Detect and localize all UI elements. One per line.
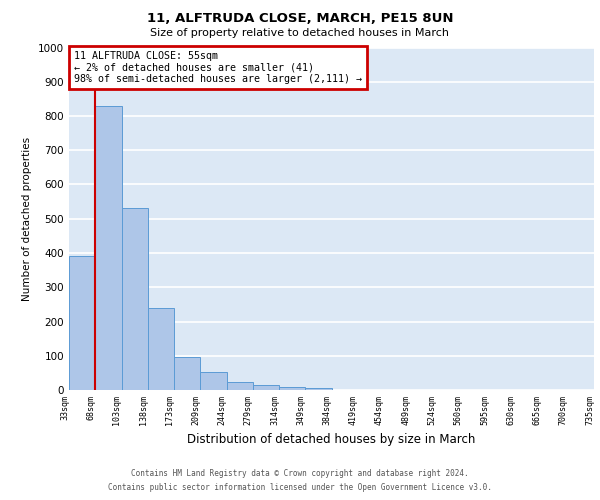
Text: Size of property relative to detached houses in March: Size of property relative to detached ho… (151, 28, 449, 38)
Bar (305, 388, 331, 390)
Bar (121, 208, 148, 390)
Bar (227, 382, 253, 390)
Text: 11, ALFTRUDA CLOSE, MARCH, PE15 8UN: 11, ALFTRUDA CLOSE, MARCH, PE15 8UN (147, 12, 453, 26)
X-axis label: Distribution of detached houses by size in March: Distribution of detached houses by size … (187, 433, 476, 446)
Bar (253, 385, 279, 390)
Bar (69, 256, 95, 390)
Bar (200, 372, 227, 390)
Text: Contains HM Land Registry data © Crown copyright and database right 2024.: Contains HM Land Registry data © Crown c… (131, 468, 469, 477)
Text: 11 ALFTRUDA CLOSE: 55sqm
← 2% of detached houses are smaller (41)
98% of semi-de: 11 ALFTRUDA CLOSE: 55sqm ← 2% of detache… (74, 51, 362, 84)
Bar (95, 106, 121, 390)
Bar (174, 358, 200, 390)
Y-axis label: Number of detached properties: Number of detached properties (22, 136, 32, 301)
Bar (148, 308, 174, 390)
Text: Contains public sector information licensed under the Open Government Licence v3: Contains public sector information licen… (108, 484, 492, 492)
Bar (279, 386, 305, 390)
